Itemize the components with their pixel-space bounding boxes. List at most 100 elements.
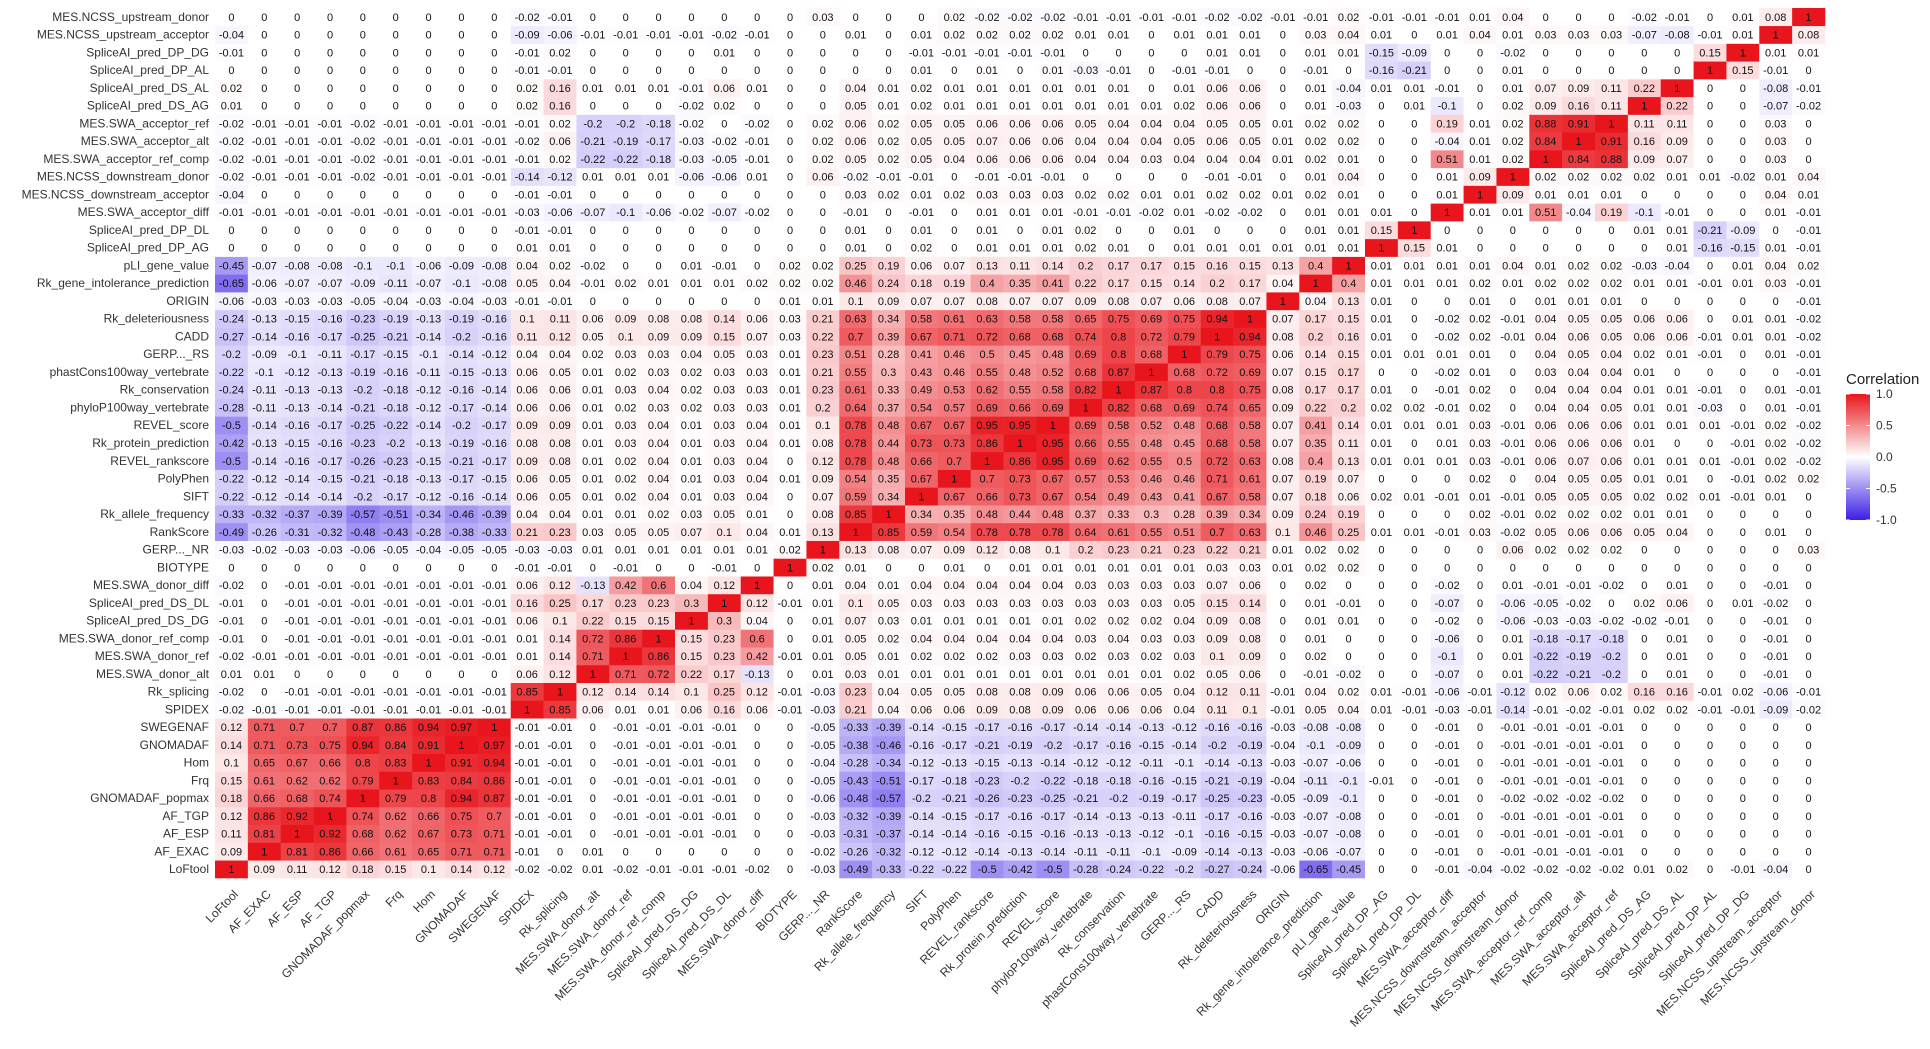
heatmap-cell-value: 0.01 bbox=[1272, 562, 1293, 574]
heatmap-cell-value: 0.58 bbox=[1239, 438, 1260, 450]
heatmap-cell-value: -0.01 bbox=[383, 136, 408, 148]
heatmap-cell-value: 0.07 bbox=[812, 491, 833, 503]
heatmap-cell-value: 0.61 bbox=[845, 385, 866, 397]
heatmap-cell-value: 0.06 bbox=[1108, 687, 1129, 699]
heatmap-cell-value: 0.05 bbox=[1601, 402, 1622, 414]
heatmap-cell-value: 0 bbox=[656, 562, 662, 574]
heatmap-cell-value: 0 bbox=[1346, 65, 1352, 77]
heatmap-cell-value: 0 bbox=[1411, 740, 1417, 752]
heatmap-cell-value: 0 bbox=[1806, 811, 1812, 823]
heatmap-cell bbox=[609, 842, 643, 861]
heatmap-cell-value: 0.01 bbox=[1338, 154, 1359, 166]
heatmap-cell-value: -0.03 bbox=[679, 154, 704, 166]
heatmap-cell-value: 0.01 bbox=[1371, 438, 1392, 450]
heatmap-cell-value: -0.51 bbox=[383, 509, 408, 521]
heatmap-cell bbox=[215, 806, 249, 826]
heatmap-cell-value: 0 bbox=[1116, 225, 1122, 237]
heatmap-cell-value: 0.01 bbox=[1239, 47, 1260, 59]
heatmap-cell-value: -0.01 bbox=[1697, 385, 1722, 397]
heatmap-cell-value: -0.02 bbox=[613, 864, 638, 876]
heatmap-cell-value: -0.09 bbox=[1303, 793, 1328, 805]
heatmap-cell-value: 0.63 bbox=[1239, 456, 1260, 468]
heatmap-cell-value: -0.01 bbox=[1435, 402, 1460, 414]
heatmap-cell-value: 0.03 bbox=[1469, 438, 1490, 450]
heatmap-cell-value: 0.62 bbox=[319, 775, 340, 787]
heatmap-cell-value: 0 bbox=[1641, 296, 1647, 308]
heatmap-cell-value: 0.02 bbox=[1075, 189, 1096, 201]
heatmap-cell-value: 0.02 bbox=[1305, 154, 1326, 166]
heatmap-cell-value: 0.01 bbox=[1436, 260, 1457, 272]
heatmap-cell-value: 0.64 bbox=[845, 402, 866, 414]
heatmap-cell-value: 0 bbox=[1773, 562, 1779, 574]
heatmap-cell-value: 0 bbox=[1674, 545, 1680, 557]
heatmap-cell-value: 0.48 bbox=[1009, 367, 1030, 379]
heatmap-cell-value: 1 bbox=[1116, 385, 1122, 397]
heatmap-cell-value: 0.09 bbox=[1666, 136, 1687, 148]
heatmap-cell-value: 0.01 bbox=[648, 83, 669, 95]
heatmap-cell-value: 0.35 bbox=[1009, 278, 1030, 290]
heatmap-cell-value: 0.05 bbox=[845, 101, 866, 113]
heatmap-cell-value: 0.04 bbox=[1174, 118, 1195, 130]
heatmap-cell-value: -0.01 bbox=[1599, 704, 1624, 716]
heatmap-cell-value: 0 bbox=[1280, 30, 1286, 42]
heatmap-cell bbox=[970, 806, 1004, 826]
heatmap-cell-value: -0.07 bbox=[1435, 598, 1460, 610]
heatmap-cell-value: -0.01 bbox=[285, 118, 310, 130]
heatmap-cell-value: 1 bbox=[787, 562, 793, 574]
heatmap-cell-value: -0.49 bbox=[843, 864, 868, 876]
heatmap-cell-value: -0.13 bbox=[285, 385, 310, 397]
heatmap-cell-value: 0.43 bbox=[911, 367, 932, 379]
heatmap-cell-value: 0.11 bbox=[1240, 687, 1261, 699]
heatmap-cell-value: 0 bbox=[1773, 758, 1779, 770]
heatmap-cell-value: 0.04 bbox=[1009, 633, 1030, 645]
heatmap-cell-value: -0.19 bbox=[449, 314, 474, 326]
heatmap-cell-value: 0 bbox=[1477, 669, 1483, 681]
heatmap-cell-value: -0.02 bbox=[1599, 580, 1624, 592]
heatmap-cell-value: 0.02 bbox=[1305, 651, 1326, 663]
heatmap-cell-value: 1 bbox=[688, 616, 694, 628]
heatmap-cell-value: 0.05 bbox=[549, 474, 570, 486]
heatmap-cell-value: 0.01 bbox=[878, 651, 899, 663]
heatmap-cell-value: -0.02 bbox=[1566, 704, 1591, 716]
y-tick-label-rk-deleteriousness: Rk_deleteriousness bbox=[104, 312, 209, 326]
heatmap-cell-value: 0 bbox=[951, 172, 957, 184]
heatmap-cell-value: -0.01 bbox=[1697, 687, 1722, 699]
heatmap-cell-value: 0.28 bbox=[1174, 509, 1195, 521]
heatmap-cell-value: 0.02 bbox=[1535, 545, 1556, 557]
heatmap-cell-value: 0.12 bbox=[582, 687, 603, 699]
heatmap-cell-value: 0 bbox=[984, 562, 990, 574]
heatmap-cell-value: 0.59 bbox=[845, 491, 866, 503]
heatmap-cell-value: -0.01 bbox=[679, 758, 704, 770]
heatmap-cell-value: 0.86 bbox=[1009, 456, 1030, 468]
heatmap-cell-value: 1 bbox=[1017, 438, 1023, 450]
heatmap-cell-value: 0.11 bbox=[517, 331, 538, 343]
heatmap-cell-value: 0.04 bbox=[1568, 385, 1589, 397]
heatmap-cell-value: 0 bbox=[1411, 296, 1417, 308]
heatmap-cell bbox=[1069, 824, 1103, 843]
heatmap-cell-value: -0.01 bbox=[515, 154, 540, 166]
heatmap-cell-value: 0.16 bbox=[1206, 260, 1227, 272]
heatmap-cell-value: 0 bbox=[1773, 722, 1779, 734]
heatmap-cell-value: 0.03 bbox=[1535, 367, 1556, 379]
heatmap-cell-value: -0.19 bbox=[350, 367, 375, 379]
heatmap-cell-value: 0.02 bbox=[1305, 136, 1326, 148]
heatmap-cell bbox=[1036, 860, 1070, 879]
heatmap-cell-value: -0.31 bbox=[285, 527, 310, 539]
heatmap-cell-value: 0 bbox=[1576, 243, 1582, 255]
heatmap-cell-value: 0.02 bbox=[1765, 474, 1786, 486]
heatmap-cell-value: -0.01 bbox=[1172, 12, 1197, 24]
heatmap-cell-value: 0 bbox=[754, 740, 760, 752]
heatmap-cell-value: 0.1 bbox=[1209, 651, 1224, 663]
heatmap-cell-value: 0.07 bbox=[976, 136, 997, 148]
heatmap-cell-value: 0.02 bbox=[1502, 118, 1523, 130]
heatmap-cell-value: 0.06 bbox=[1338, 491, 1359, 503]
heatmap-cell bbox=[346, 860, 380, 879]
heatmap-cell-value: -0.51 bbox=[876, 775, 901, 787]
heatmap-cell-value: 0.1 bbox=[815, 420, 830, 432]
heatmap-cell-value: -0.01 bbox=[712, 740, 737, 752]
heatmap-cell-value: -0.11 bbox=[1304, 775, 1328, 787]
heatmap-cell-value: -0.17 bbox=[317, 456, 342, 468]
heatmap-cell-value: -0.01 bbox=[1106, 12, 1131, 24]
heatmap-cell-value: 0.01 bbox=[1108, 243, 1129, 255]
heatmap-cell-value: 0.2 bbox=[1341, 402, 1356, 414]
